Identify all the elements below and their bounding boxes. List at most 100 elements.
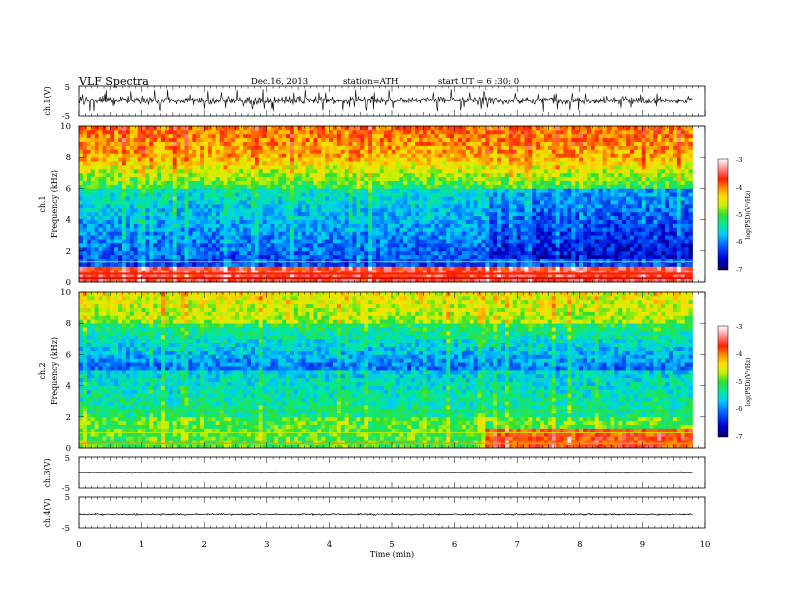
spectrogram-cell	[235, 133, 240, 139]
spectrogram-cell	[121, 153, 127, 158]
spectrogram-cell	[356, 254, 361, 259]
spectrogram-cell	[250, 149, 256, 154]
date-label: Dec.16, 2013	[251, 77, 308, 87]
spectrogram-cell	[196, 231, 201, 236]
spectrogram-cell	[297, 184, 303, 189]
spectrogram-cell	[215, 129, 221, 135]
spectrogram-cell	[129, 227, 135, 232]
spectrogram-cell	[485, 215, 490, 220]
spectrogram-cell	[520, 196, 525, 201]
spectrogram-cell	[461, 192, 467, 197]
spectrogram-cell	[352, 227, 357, 232]
spectrogram-cell	[223, 211, 228, 217]
spectrogram-cell	[473, 153, 478, 158]
spectrogram-cell	[137, 204, 142, 209]
spectrogram-cell	[227, 223, 232, 228]
spectrogram-cell	[532, 211, 537, 217]
spectrogram-cell	[387, 278, 392, 283]
spectrogram-cell	[317, 250, 322, 256]
spectrogram-cell	[395, 153, 400, 158]
spectrogram-cell	[473, 141, 478, 146]
spectrogram-cell	[415, 157, 420, 162]
spectrogram-cell	[110, 250, 115, 256]
spectrogram-cell	[368, 239, 373, 244]
spectrogram-cell	[282, 137, 287, 142]
spectrogram-cell	[305, 145, 310, 150]
spectrogram-cell	[497, 254, 502, 259]
spectrogram-cell	[403, 278, 408, 283]
spectrogram-cell	[278, 231, 283, 236]
spectrogram-cell	[485, 262, 490, 267]
spectrogram-cell	[164, 157, 170, 162]
spectrogram-cell	[102, 262, 107, 267]
spectrogram-cell	[438, 219, 443, 224]
spectrogram-cell	[176, 168, 181, 174]
spectrogram-cell	[157, 223, 162, 228]
spectrogram-cell	[485, 165, 490, 170]
spectrogram-cell	[290, 126, 295, 131]
spectrogram-cell	[188, 141, 193, 146]
spectrogram-cell	[368, 223, 373, 228]
spectrogram-cell	[418, 215, 424, 220]
spectrogram-cell	[418, 141, 424, 146]
spectrogram-cell	[235, 180, 240, 185]
spectrogram-cell	[336, 153, 342, 158]
spectrogram-cell	[528, 254, 533, 259]
spectrogram-cell	[153, 168, 158, 174]
spectrogram-cell	[125, 192, 131, 197]
spectrogram-cell	[454, 258, 459, 263]
spectrogram-cell	[172, 157, 178, 162]
spectrogram-cell	[114, 137, 119, 142]
spectrogram-cell	[336, 235, 342, 240]
spectrogram-cell	[172, 243, 178, 248]
spectrogram-cell	[485, 254, 490, 259]
spectrogram-cell	[168, 211, 174, 217]
spectrogram-cell	[465, 137, 471, 142]
spectrogram-cell	[293, 153, 299, 158]
spectrogram-cell	[524, 133, 529, 139]
spectrogram-cell	[141, 192, 146, 197]
spectrogram-cell	[133, 243, 139, 248]
spectrogram-cell	[270, 165, 275, 170]
spectrogram-cell	[258, 227, 264, 232]
spectrogram-cell	[192, 250, 197, 256]
spectrogram-cell	[168, 145, 174, 150]
spectrogram-cell	[352, 215, 357, 220]
spectrogram-cell	[360, 207, 365, 213]
spectrogram-cell	[442, 129, 447, 135]
spectrogram-cell	[309, 145, 314, 150]
spectrogram-cell	[379, 278, 385, 283]
spectrogram-cell	[364, 254, 369, 259]
spectrogram-cell	[266, 141, 271, 146]
spectrogram-cell	[231, 266, 236, 271]
spectrogram-cell	[543, 258, 549, 263]
spectrogram-cell	[188, 129, 193, 135]
spectrogram-cell	[329, 196, 334, 201]
spectrogram-cell	[266, 200, 271, 205]
spectrogram-cell	[243, 219, 248, 224]
spectrogram-cell	[184, 165, 189, 170]
spectrogram-cell	[215, 211, 221, 217]
spectrogram-cell	[121, 137, 127, 142]
spectrogram-cell	[102, 266, 107, 271]
spectrogram-cell	[79, 172, 84, 178]
spectrogram-cell	[489, 231, 494, 236]
spectrogram-cell	[98, 161, 103, 166]
spectrogram-cell	[524, 188, 529, 193]
spectrogram-cell	[504, 215, 510, 220]
spectrogram-cell	[430, 215, 435, 220]
spectrogram-cell	[176, 161, 181, 166]
spectrogram-cell	[313, 196, 318, 201]
spectrogram-cell	[477, 168, 482, 174]
spectrogram-cell	[215, 168, 221, 174]
spectrogram-cell	[219, 235, 224, 240]
spectrogram-cell	[254, 180, 260, 185]
spectrogram-cell	[387, 133, 392, 139]
spectrogram-cell	[458, 133, 463, 139]
spectrogram-cell	[438, 161, 443, 166]
spectrogram-cell	[329, 165, 334, 170]
spectrogram-cell	[133, 219, 139, 224]
spectrogram-cell	[188, 196, 193, 201]
spectrogram-cell	[172, 266, 178, 271]
spectrogram-cell	[430, 145, 435, 150]
